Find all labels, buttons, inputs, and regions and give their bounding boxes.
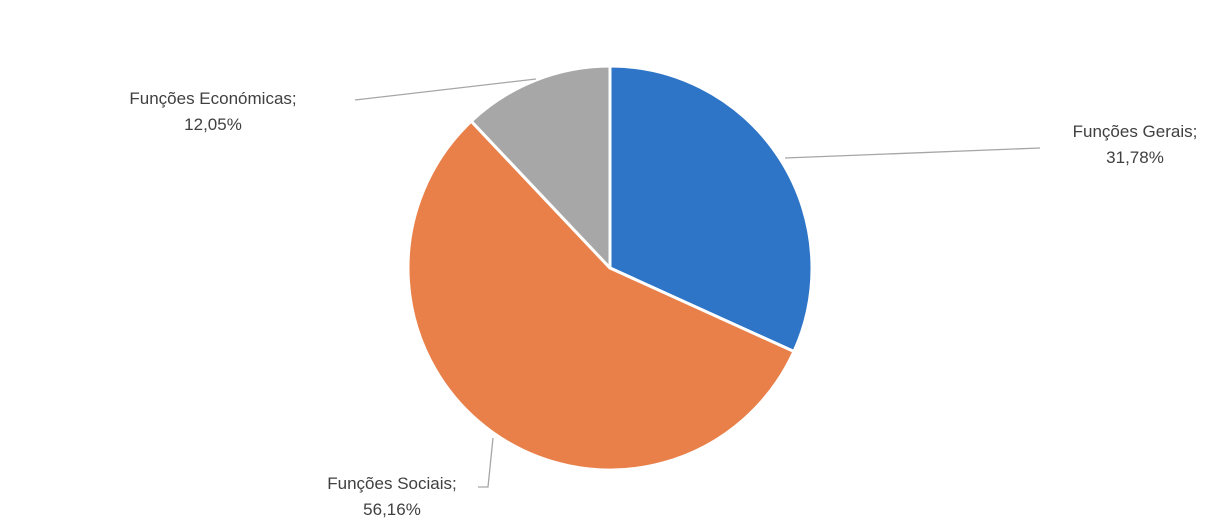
pie-slice-funcoes-sociais <box>406 119 796 472</box>
data-label-value-funcoes-sociais: 56,16% <box>363 500 421 519</box>
data-label-category-funcoes-gerais: Funções Gerais; <box>1073 122 1198 141</box>
leader-lines <box>354 78 1041 488</box>
data-labels: Funções Gerais; 31,78% Funções Sociais; 56,… <box>129 89 1197 519</box>
slices <box>406 64 814 472</box>
data-label-category-funcoes-economicas: Funções Económicas; <box>129 89 296 108</box>
data-label-value-funcoes-economicas: 12,05% <box>184 115 242 134</box>
data-label-value-funcoes-gerais: 31,78% <box>1106 148 1164 167</box>
leader-line-funcoes-sociais <box>478 437 494 488</box>
data-label-category-funcoes-sociais: Funções Sociais; <box>327 474 456 493</box>
leader-line-funcoes-gerais <box>784 147 1041 159</box>
leader-line-funcoes-economicas <box>354 78 537 101</box>
pie-slice-funcoes-gerais <box>608 64 814 354</box>
pie-slice-funcoes-economicas <box>469 64 612 270</box>
